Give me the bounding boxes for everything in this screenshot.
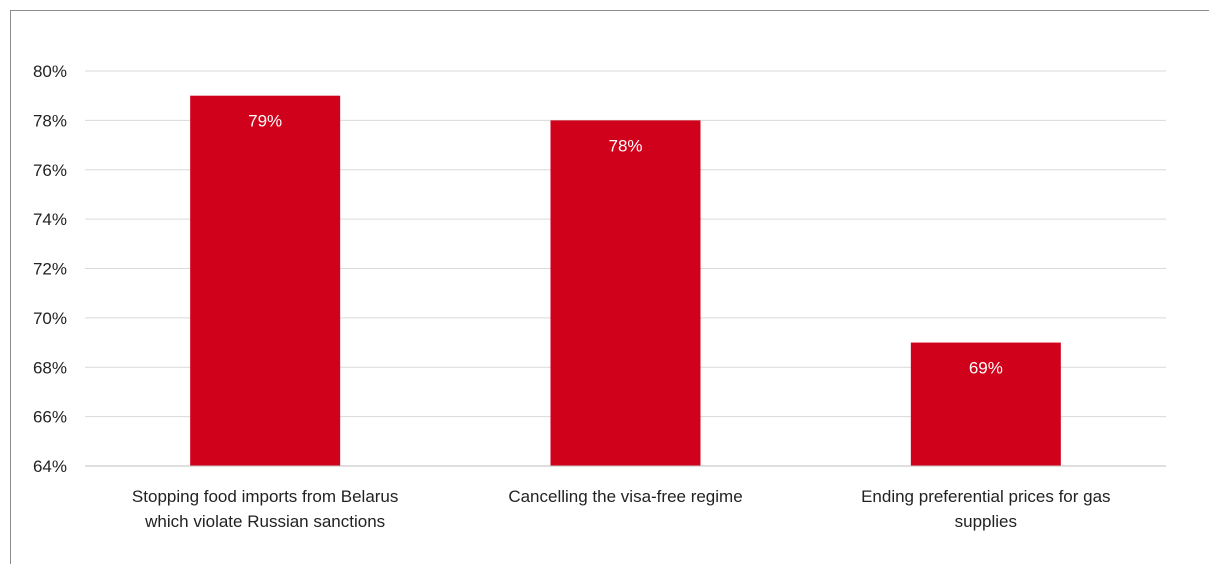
bar-data-label: 79%	[248, 112, 282, 131]
x-category-label: Ending preferential prices for gas	[861, 487, 1110, 506]
y-tick-label: 70%	[33, 309, 67, 328]
bar-data-label: 78%	[608, 136, 642, 155]
x-category-label: which violate Russian sanctions	[144, 512, 385, 531]
y-tick-label: 64%	[33, 457, 67, 476]
chart-frame	[10, 10, 1209, 564]
x-axis-labels: Stopping food imports from Belarus which …	[132, 487, 1111, 531]
y-tick-label: 72%	[33, 260, 67, 279]
bars	[190, 95, 1061, 466]
x-category-label: supplies	[955, 512, 1017, 531]
bar-data-label: 69%	[969, 359, 1003, 378]
bar	[550, 120, 701, 466]
y-tick-label: 68%	[33, 358, 67, 377]
y-tick-label: 74%	[33, 210, 67, 229]
x-category-label: Cancelling the visa-free regime	[508, 487, 742, 506]
bar-data-labels: 79% 78% 69%	[248, 112, 1003, 378]
y-tick-label: 78%	[33, 111, 67, 130]
y-tick-label: 76%	[33, 161, 67, 180]
y-tick-label: 66%	[33, 408, 67, 427]
bar	[910, 342, 1061, 466]
x-category-label: Stopping food imports from Belarus	[132, 487, 398, 506]
y-axis-ticks: 64% 66% 68% 70% 72% 74% 76% 78% 80%	[33, 62, 67, 476]
y-tick-label: 80%	[33, 62, 67, 81]
bar	[190, 95, 341, 466]
